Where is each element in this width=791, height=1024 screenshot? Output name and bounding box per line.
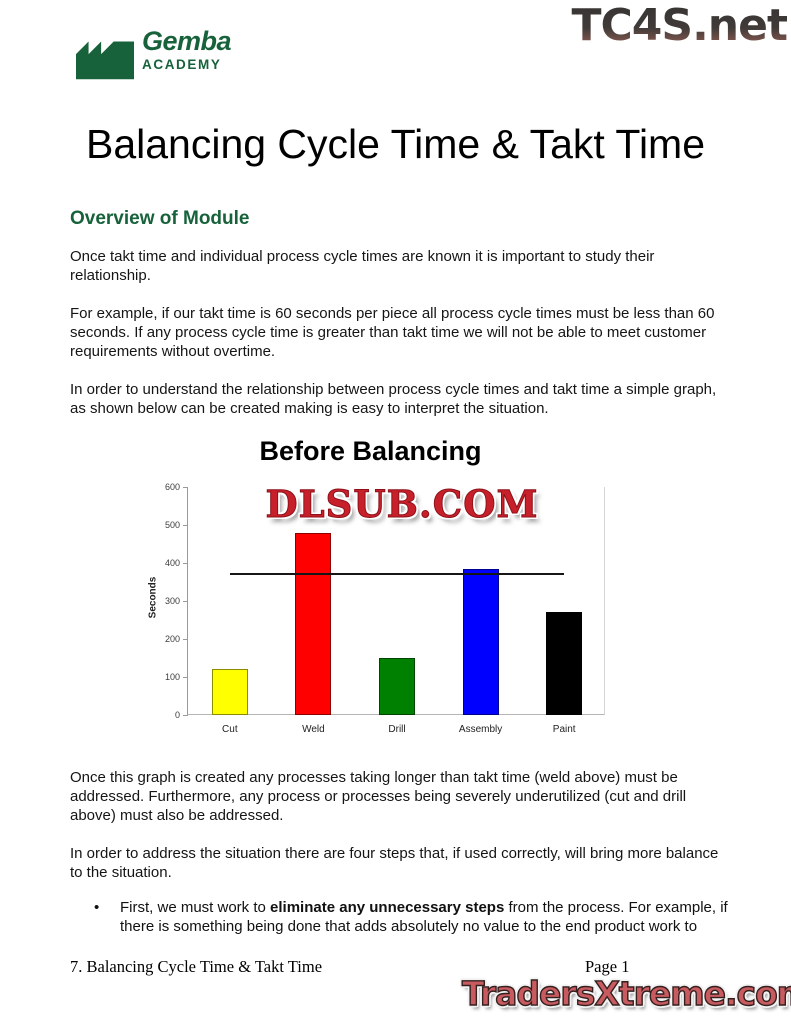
dlsub-watermark: DLSUB.COM	[265, 482, 539, 527]
gemba-academy-logo: Gemba ACADEMY	[76, 26, 232, 80]
bar-cut	[211, 669, 248, 715]
y-axis-tick-label: 400	[164, 557, 180, 568]
bullet-item: • First, we must work to eliminate any u…	[94, 898, 736, 936]
bullet-text-pre: First, we must work to	[120, 899, 271, 916]
x-axis-category-label: Cut	[222, 724, 238, 735]
y-axis-tick-label: 600	[164, 481, 180, 492]
section-heading: Overview of Module	[70, 208, 250, 229]
logo-subtitle: ACADEMY	[142, 57, 222, 72]
bar-paint	[546, 612, 583, 715]
paragraph: Once takt time and individual process cy…	[70, 248, 655, 284]
y-axis-tick-mark	[183, 486, 188, 488]
footer-chapter-title: 7. Balancing Cycle Time & Takt Time	[70, 957, 323, 976]
y-axis-tick-mark	[183, 600, 188, 602]
paragraph: In order to address the situation there …	[70, 845, 719, 881]
paragraph: In order to understand the relationship …	[70, 381, 717, 417]
y-axis-tick-label: 200	[164, 633, 180, 644]
bar-weld	[295, 532, 332, 715]
x-axis-category-label: Drill	[388, 724, 406, 735]
x-axis-category-label: Paint	[552, 724, 576, 735]
y-axis-tick-mark	[183, 676, 188, 678]
factory-icon	[76, 41, 134, 80]
after-chart-text: Once this graph is created any processes…	[70, 768, 732, 901]
footer-page-number: Page 1	[585, 957, 630, 976]
y-axis-tick-mark	[183, 524, 188, 526]
y-axis-tick-label: 100	[164, 671, 180, 682]
y-axis-tick-label: 300	[164, 595, 180, 606]
page-title: Balancing Cycle Time & Takt Time	[85, 121, 706, 167]
chart-title: Before Balancing	[259, 436, 482, 466]
y-axis-tick-mark	[183, 562, 188, 564]
bar-drill	[379, 658, 415, 715]
takt-time-line	[229, 573, 565, 576]
tc4s-watermark: TC4S.net	[571, 0, 788, 51]
y-axis-tick-label: 500	[164, 519, 180, 530]
y-axis-tick-mark	[183, 714, 188, 716]
intro-text: Once takt time and individual process cy…	[70, 247, 732, 437]
bar-chart-plot-area: 0 100 200 300 400 500 600 Cut Weld Drill Assembly P…	[165, 482, 605, 735]
bar-assembly	[462, 568, 499, 715]
bullet-text-bold: eliminate any unnecessary steps	[270, 899, 505, 916]
x-axis-category-label: Assembly	[458, 724, 503, 735]
tradersxtreme-watermark: TradersXtreme.com	[461, 973, 791, 1013]
paragraph: For example, if our takt time is 60 seco…	[70, 305, 715, 360]
bullet-marker: •	[94, 899, 100, 916]
paragraph: Once this graph is created any processes…	[70, 769, 687, 824]
x-axis-category-label: Weld	[302, 724, 325, 735]
bullet-text-post: from the process. For example, if there …	[120, 899, 728, 935]
logo-name: Gemba	[142, 26, 232, 56]
bullet-text: First, we must work to eliminate any unn…	[120, 898, 736, 936]
y-axis-tick-label: 0	[174, 709, 180, 720]
y-axis-tick-mark	[183, 638, 188, 640]
